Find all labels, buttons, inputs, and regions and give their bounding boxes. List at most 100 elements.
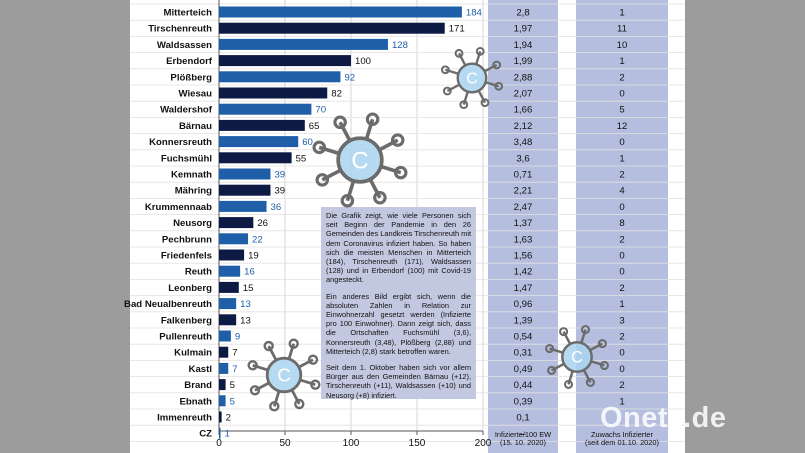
data-label: 7 bbox=[232, 348, 237, 359]
incidence-value: 1,39 bbox=[514, 315, 533, 326]
data-label: 13 bbox=[240, 315, 251, 326]
data-label: 60 bbox=[302, 137, 313, 148]
category-label: Friedenfels bbox=[161, 251, 212, 262]
increase-value: 1 bbox=[619, 153, 624, 164]
data-label: 82 bbox=[331, 89, 342, 100]
increase-header: (seit dem 01.10. 2020) bbox=[585, 438, 659, 447]
incidence-value: 2,12 bbox=[514, 121, 533, 132]
category-label: Falkenberg bbox=[161, 315, 212, 326]
category-label: Wiesau bbox=[178, 89, 212, 100]
x-tick-label: 150 bbox=[409, 438, 426, 449]
svg-text:C: C bbox=[466, 70, 477, 87]
data-label: 26 bbox=[257, 218, 268, 229]
incidence-value: 0,1 bbox=[516, 413, 529, 424]
virus-icon: C bbox=[440, 46, 504, 110]
bar bbox=[219, 38, 388, 50]
bar bbox=[219, 330, 231, 342]
increase-value: 1 bbox=[619, 56, 624, 67]
category-label: Neusorg bbox=[173, 218, 212, 229]
bar bbox=[219, 103, 312, 115]
data-label: 22 bbox=[252, 234, 263, 245]
data-label: 39 bbox=[274, 186, 285, 197]
data-label: 2 bbox=[226, 413, 231, 424]
increase-value: 2 bbox=[619, 380, 624, 391]
category-label: Leonberg bbox=[168, 283, 212, 294]
category-label: CZ bbox=[199, 429, 212, 440]
increase-value: 0 bbox=[619, 348, 624, 359]
data-label: 15 bbox=[243, 283, 254, 294]
increase-value: 4 bbox=[619, 186, 625, 197]
increase-value: 2 bbox=[619, 234, 624, 245]
incidence-header: (15. 10. 2020) bbox=[500, 438, 546, 447]
incidence-value: 2,88 bbox=[514, 72, 533, 83]
category-label: Bad Neualbenreuth bbox=[124, 299, 212, 310]
incidence-value: 1,37 bbox=[514, 218, 533, 229]
increase-value: 12 bbox=[617, 121, 628, 132]
x-tick-label: 100 bbox=[343, 438, 360, 449]
incidence-value: 3,6 bbox=[516, 153, 529, 164]
virus-icon: C bbox=[312, 112, 408, 208]
bar bbox=[219, 87, 328, 99]
bar bbox=[219, 411, 222, 423]
incidence-value: 0,96 bbox=[514, 299, 533, 310]
incidence-value: 0,39 bbox=[514, 396, 533, 407]
increase-value: 10 bbox=[617, 40, 628, 51]
incidence-value: 2,07 bbox=[514, 89, 533, 100]
note-paragraph-2: Ein anderes Bild ergibt sich, wenn die a… bbox=[326, 291, 471, 356]
increase-value: 0 bbox=[619, 89, 624, 100]
category-label: Plößberg bbox=[170, 72, 212, 83]
data-label: 13 bbox=[240, 299, 251, 310]
virus-icon: C bbox=[545, 325, 609, 389]
bar bbox=[219, 346, 229, 358]
incidence-column bbox=[488, 0, 558, 453]
incidence-value: 2,21 bbox=[514, 186, 533, 197]
data-label: 171 bbox=[449, 24, 465, 35]
bar bbox=[219, 119, 305, 131]
category-label: Konnersreuth bbox=[149, 137, 212, 148]
incidence-value: 1,94 bbox=[514, 40, 533, 51]
incidence-value: 0,54 bbox=[514, 332, 533, 343]
increase-value: 1 bbox=[619, 396, 624, 407]
category-label: Brand bbox=[184, 380, 212, 391]
category-label: Bärnau bbox=[179, 121, 212, 132]
watermark-logo: Onetz.de bbox=[600, 402, 727, 434]
virus-icon: C bbox=[247, 338, 321, 412]
data-label: 55 bbox=[296, 153, 307, 164]
data-label: 128 bbox=[392, 40, 408, 51]
data-label: 9 bbox=[235, 332, 240, 343]
increase-value: 1 bbox=[619, 8, 624, 19]
bar bbox=[219, 136, 299, 148]
data-label: 70 bbox=[315, 105, 326, 116]
bar bbox=[219, 168, 271, 180]
data-label: 1 bbox=[225, 429, 230, 440]
svg-text:C: C bbox=[277, 364, 290, 385]
increase-value: 0 bbox=[619, 364, 624, 375]
increase-value: 0 bbox=[619, 267, 624, 278]
category-label: Kemnath bbox=[171, 170, 212, 181]
svg-text:C: C bbox=[351, 147, 368, 174]
bar bbox=[219, 281, 239, 293]
bar bbox=[219, 55, 351, 67]
incidence-value: 0,44 bbox=[514, 380, 533, 391]
bar bbox=[219, 314, 237, 326]
category-label: Kastl bbox=[189, 364, 212, 375]
bar bbox=[219, 379, 226, 391]
category-label: Waldershof bbox=[160, 105, 213, 116]
data-label: 5 bbox=[230, 380, 235, 391]
increase-value: 11 bbox=[617, 24, 627, 35]
category-label: Fuchsmühl bbox=[161, 153, 212, 164]
right-gray-band bbox=[685, 0, 805, 453]
category-label: Erbendorf bbox=[166, 56, 213, 67]
data-label: 184 bbox=[466, 8, 483, 19]
incidence-value: 3,48 bbox=[514, 137, 533, 148]
incidence-value: 1,99 bbox=[514, 56, 533, 67]
incidence-value: 1,42 bbox=[514, 267, 533, 278]
category-label: Mitterteich bbox=[163, 8, 212, 19]
bar bbox=[219, 298, 237, 310]
bar bbox=[219, 22, 445, 34]
category-label: Immenreuth bbox=[157, 413, 212, 424]
category-label: Waldsassen bbox=[157, 40, 212, 51]
incidence-value: 1,66 bbox=[514, 105, 533, 116]
bar bbox=[219, 265, 241, 277]
increase-header: Zuwachs Infizierter bbox=[591, 430, 654, 439]
